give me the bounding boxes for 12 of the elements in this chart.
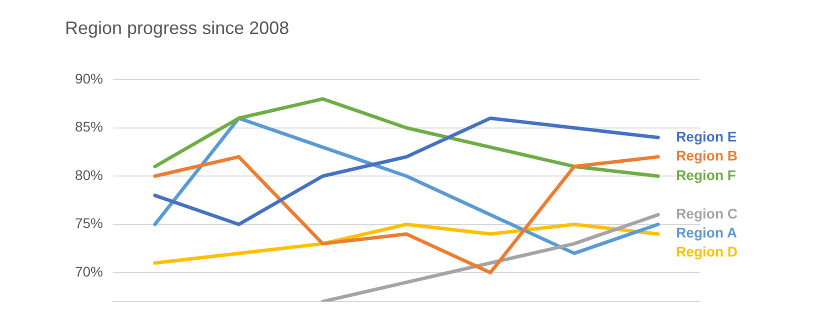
y-tick-label: 75% xyxy=(74,215,104,232)
y-tick-label: 85% xyxy=(74,118,104,135)
series-label: Region C xyxy=(676,206,738,222)
series-label: Region B xyxy=(676,148,738,164)
y-tick-label: 90% xyxy=(74,70,104,86)
y-tick-label: 80% xyxy=(74,166,104,183)
chart-title: Region progress since 2008 xyxy=(65,18,290,38)
series-label: Region F xyxy=(676,166,736,183)
series-label: Region E xyxy=(676,128,737,144)
series-label: Region A xyxy=(676,224,737,241)
y-tick-label: 70% xyxy=(74,264,104,280)
series-label: Region D xyxy=(676,244,738,260)
